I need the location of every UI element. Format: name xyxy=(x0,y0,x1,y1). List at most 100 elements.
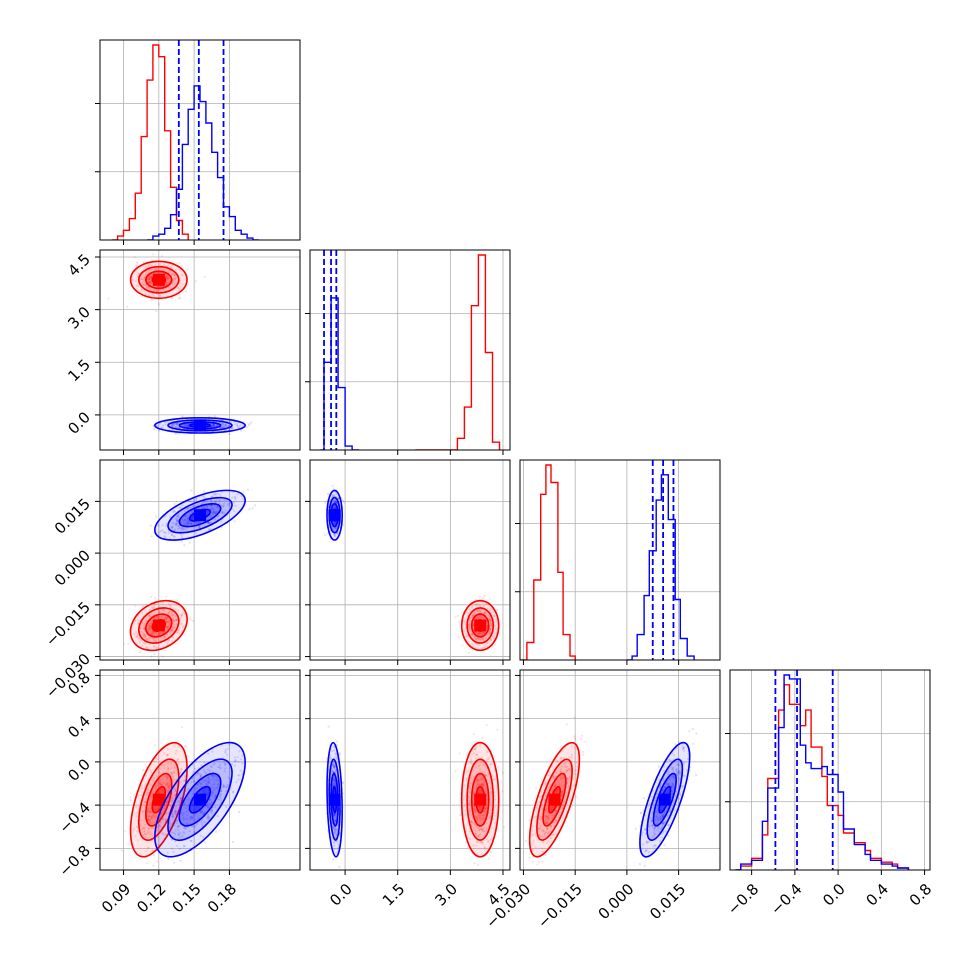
sample-point xyxy=(149,623,153,626)
sample-point xyxy=(476,753,479,756)
sample-point xyxy=(147,622,151,625)
sample-point xyxy=(142,769,145,772)
sample-point xyxy=(478,779,481,782)
sample-point xyxy=(480,638,483,641)
sample-point xyxy=(150,632,153,636)
sample-point xyxy=(195,522,198,525)
sample-point xyxy=(477,863,480,867)
sample-point xyxy=(145,265,148,268)
sample-point xyxy=(179,832,182,835)
sample-point xyxy=(180,530,183,533)
sample-point xyxy=(148,818,151,822)
sample-point xyxy=(165,754,168,757)
sample-point xyxy=(176,422,179,425)
sample-point xyxy=(481,783,484,787)
sample-point xyxy=(167,784,170,788)
sample-point xyxy=(183,519,186,522)
sample-point xyxy=(165,788,168,792)
sample-point xyxy=(481,841,484,844)
sample-point xyxy=(170,629,173,633)
sample-point xyxy=(485,724,488,727)
sample-point xyxy=(194,521,197,524)
sample-point xyxy=(156,825,159,828)
sample-point xyxy=(187,425,190,428)
sample-point xyxy=(478,764,481,767)
sample-point xyxy=(149,769,152,772)
sample-point xyxy=(152,813,155,816)
sample-point xyxy=(466,769,470,772)
sample-point xyxy=(161,609,164,612)
sample-point xyxy=(493,778,496,781)
sample-point xyxy=(170,762,173,765)
sample-point xyxy=(152,814,155,818)
sample-point xyxy=(171,526,174,529)
sample-point xyxy=(148,880,150,882)
sample-point xyxy=(154,632,157,635)
sample-point xyxy=(163,263,166,266)
sample-point xyxy=(470,616,473,619)
sample-point xyxy=(175,519,179,522)
sample-point xyxy=(475,785,478,788)
sample-point xyxy=(190,781,193,784)
sample-point xyxy=(164,268,167,271)
sample-point xyxy=(497,765,500,768)
sample-point xyxy=(171,813,174,816)
sample-point xyxy=(170,526,174,529)
sample-point xyxy=(166,777,169,781)
sample-point xyxy=(181,726,184,729)
sample-point xyxy=(162,288,165,291)
sample-point xyxy=(470,606,474,609)
sample-point xyxy=(493,614,496,618)
sample-point xyxy=(234,759,237,762)
sample-point xyxy=(475,783,479,786)
sample-point xyxy=(475,757,478,760)
sample-point xyxy=(488,616,491,619)
panel-plot-area xyxy=(325,724,506,869)
sample-point xyxy=(192,780,196,783)
sample-point xyxy=(238,426,241,429)
sample-point xyxy=(212,513,215,516)
sample-point xyxy=(334,819,337,822)
sample-point xyxy=(472,733,475,736)
sample-point xyxy=(169,515,172,518)
sample-point xyxy=(478,614,482,618)
sample-point xyxy=(165,812,168,815)
sample-point xyxy=(486,750,489,754)
sample-point xyxy=(468,830,472,833)
density-peak xyxy=(328,509,341,522)
sample-point xyxy=(145,603,148,606)
sample-point xyxy=(332,776,335,779)
sample-point xyxy=(481,828,484,831)
sample-point xyxy=(207,776,210,779)
sample-point xyxy=(183,775,187,778)
sample-point xyxy=(214,493,217,496)
sample-point xyxy=(221,423,224,426)
sample-point xyxy=(195,806,199,809)
sample-point xyxy=(483,810,486,813)
sample-point xyxy=(138,651,141,654)
sample-point xyxy=(167,639,170,642)
sample-point xyxy=(493,643,496,646)
sample-point xyxy=(479,808,482,811)
sample-point xyxy=(173,787,177,790)
sample-point xyxy=(160,832,163,835)
sample-point xyxy=(480,783,484,786)
sample-point xyxy=(148,821,151,824)
sample-point xyxy=(493,615,496,618)
sample-point xyxy=(472,775,475,778)
sample-point xyxy=(153,605,156,608)
sample-point xyxy=(216,505,219,508)
sample-point xyxy=(169,632,172,635)
sample-point xyxy=(138,641,141,644)
sample-point xyxy=(242,498,245,501)
sample-point xyxy=(156,784,159,787)
sample-point xyxy=(485,774,488,778)
sample-point xyxy=(212,791,215,795)
sample-point xyxy=(477,789,481,792)
sample-point xyxy=(156,290,159,293)
sample-point xyxy=(149,809,152,812)
sample-point xyxy=(223,425,226,428)
sample-point xyxy=(190,489,193,492)
sample-point xyxy=(226,747,230,750)
sample-point xyxy=(136,826,139,829)
